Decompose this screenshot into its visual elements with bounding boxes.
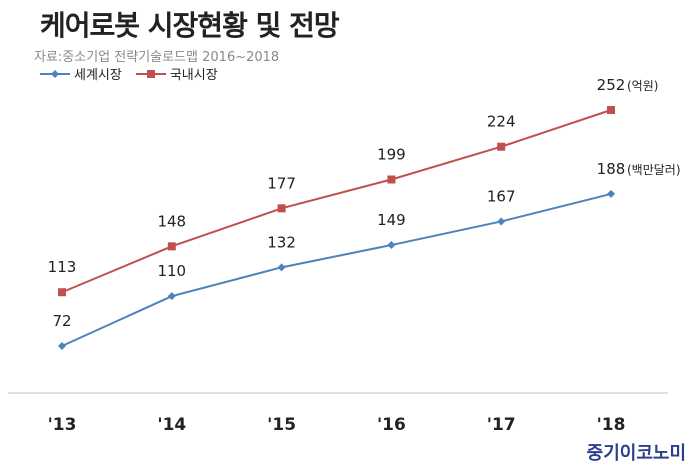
x-tick-label: '17 xyxy=(487,415,516,435)
legend-swatch-domestic xyxy=(135,69,166,78)
data-label: 167 xyxy=(487,187,516,205)
data-point-marker xyxy=(277,204,286,213)
x-tick-label: '14 xyxy=(157,415,186,435)
data-label: 148 xyxy=(157,212,186,230)
data-point-marker xyxy=(497,142,506,151)
data-label: 188 xyxy=(597,160,626,178)
data-label: 113 xyxy=(48,258,77,276)
chart-title: 케어로봇 시장현황 및 전망 xyxy=(40,9,340,42)
data-point-marker xyxy=(607,106,615,114)
x-tick-label: '15 xyxy=(267,415,296,435)
series-line-1 xyxy=(61,109,612,294)
data-point-marker xyxy=(167,292,176,301)
data-point-marker xyxy=(58,342,66,350)
chart-source: 자료:중소기업 전략기술로드맵 2016~2018 xyxy=(34,50,280,65)
data-label: 177 xyxy=(267,174,296,192)
data-label: 199 xyxy=(377,145,406,163)
legend-label-world: 세계시장 xyxy=(74,68,122,83)
data-label: 224 xyxy=(487,113,516,131)
x-tick-label: '16 xyxy=(377,415,406,435)
legend-item-world: 세계시장 xyxy=(40,64,122,83)
data-point-marker xyxy=(607,189,615,198)
data-label: 110 xyxy=(157,262,186,280)
data-label: 132 xyxy=(267,233,296,251)
data-label: 149 xyxy=(377,211,406,229)
legend-swatch-world xyxy=(40,69,70,78)
data-point-marker xyxy=(58,288,66,297)
data-point-marker xyxy=(387,175,396,184)
data-point-marker xyxy=(497,217,506,226)
legend: 세계시장 국내시장 xyxy=(40,64,218,83)
legend-label-domestic: 국내시장 xyxy=(169,68,218,83)
data-point-marker xyxy=(277,263,286,272)
data-point-marker xyxy=(167,242,176,251)
data-label: 72 xyxy=(52,312,71,330)
unit-label: (백만달러) xyxy=(627,163,681,177)
unit-label: (억원) xyxy=(627,79,658,93)
x-tick-label: '13 xyxy=(48,415,77,435)
legend-item-domestic: 국내시장 xyxy=(135,64,218,83)
series-line-0 xyxy=(61,192,612,347)
data-point-marker xyxy=(387,241,396,250)
data-label: 252 xyxy=(597,76,626,94)
x-tick-label: '18 xyxy=(597,415,626,435)
brand-logo: 중기이코노미 xyxy=(586,443,686,464)
